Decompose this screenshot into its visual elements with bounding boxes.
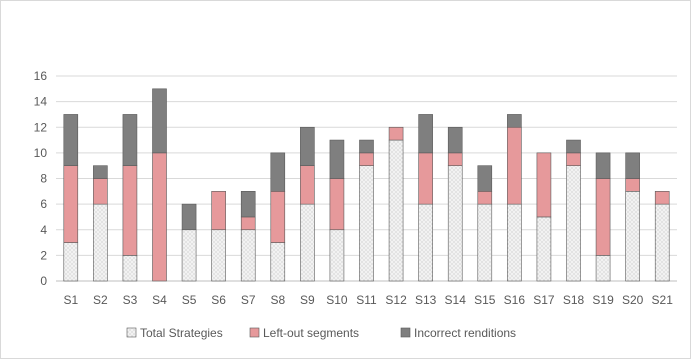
x-tick-label: S12 [385,293,407,307]
bar-segment-incorrect-renditions [625,152,640,179]
legend-label: Incorrect renditions [414,326,516,340]
bar-segment-left-out-segments [359,152,374,166]
bar-segment-incorrect-renditions [418,114,433,154]
bar-segment-incorrect-renditions [93,165,108,179]
bar-segment-total-strategies [566,165,581,282]
bar-segment-left-out-segments [270,191,286,243]
x-tick-label: S3 [123,293,138,307]
bar-segment-total-strategies [477,203,493,282]
x-tick-label: S5 [182,293,197,307]
x-tick-label: S1 [63,293,78,307]
bar-segment-total-strategies [93,203,108,282]
legend-label: Total Strategies [140,326,223,340]
bar-segment-left-out-segments [152,152,167,282]
bar-segment-left-out-segments [300,165,315,205]
bar-segment-left-out-segments [93,178,108,205]
x-tick-label: S7 [241,293,256,307]
x-tick-label: S11 [356,293,377,307]
bar-segment-total-strategies [122,255,138,282]
y-tick-label: 2 [40,248,47,262]
legend-swatch [249,327,260,338]
bar-segment-incorrect-renditions [507,114,522,128]
bar-segment-total-strategies [300,203,315,282]
y-tick-label: 12 [34,120,48,134]
bar-segment-left-out-segments [536,152,552,218]
x-tick-label: S21 [652,293,674,307]
bar-segment-incorrect-renditions [566,139,581,154]
bar-segment-total-strategies [447,165,463,282]
bar-segment-total-strategies [536,216,552,282]
x-tick-label: S20 [622,293,644,307]
bar-segment-incorrect-renditions [63,114,79,166]
x-tick-label: S9 [300,293,315,307]
bar-segment-left-out-segments [566,152,581,166]
x-tick-label: S15 [474,293,496,307]
bar-segment-total-strategies [270,242,286,282]
x-tick-label: S19 [592,293,614,307]
bar-segment-total-strategies [181,229,197,282]
x-tick-label: S2 [93,293,108,307]
bar-segment-incorrect-renditions [300,126,315,166]
bar-segment-left-out-segments [388,126,404,141]
bar-segment-incorrect-renditions [359,139,374,154]
bar-segment-incorrect-renditions [595,152,611,179]
bar-segment-incorrect-renditions [181,203,197,231]
legend-swatch [400,327,411,338]
bar-segment-left-out-segments [447,152,463,166]
bar-segment-incorrect-renditions [152,88,167,154]
x-axis-ticks: S1 S2 S3 S4 S5 S6 S7 S8 S9 S10 S11 S12 S13 S14 S15 S16 S… [63,293,673,307]
bar-segment-left-out-segments [122,165,138,256]
legend: Total Strategies Left-out segments Incorre… [126,326,516,340]
bar-segment-total-strategies [654,203,670,282]
bars [63,88,670,282]
y-tick-label: 0 [40,274,47,288]
x-tick-label: S8 [270,293,285,307]
legend-label: Left-out segments [263,326,359,340]
bar-segment-incorrect-renditions [270,152,286,192]
x-tick-label: S13 [415,293,437,307]
legend-swatch [126,327,137,338]
y-tick-label: 8 [40,172,47,186]
y-tick-label: 4 [40,223,47,237]
y-axis-ticks: 0 2 4 6 8 10 12 14 16 [34,69,48,288]
bar-segment-total-strategies [240,229,256,282]
bar-segment-total-strategies [625,191,640,282]
x-tick-label: S14 [445,293,467,307]
bar-segment-total-strategies [63,242,79,282]
bar-segment-incorrect-renditions [122,114,138,166]
bar-segment-left-out-segments [211,191,226,231]
bar-segment-left-out-segments [477,191,493,205]
bar-segment-left-out-segments [329,178,345,231]
bar-segment-total-strategies [329,229,345,282]
bar-segment-total-strategies [211,229,226,282]
x-tick-label: S10 [326,293,348,307]
x-tick-label: S17 [533,293,555,307]
y-tick-label: 6 [40,197,47,211]
bar-segment-left-out-segments [507,126,522,205]
bar-segment-total-strategies [507,203,522,282]
bar-segment-total-strategies [418,203,433,282]
x-tick-label: S16 [504,293,526,307]
bar-segment-incorrect-renditions [477,165,493,192]
bar-segment-total-strategies [595,255,611,282]
x-tick-label: S18 [563,293,585,307]
y-tick-label: 10 [34,146,48,160]
y-tick-label: 16 [34,69,48,83]
bar-segment-total-strategies [388,139,404,282]
bar-segment-incorrect-renditions [329,139,345,179]
bar-segment-incorrect-renditions [447,126,463,154]
bar-segment-left-out-segments [63,165,79,243]
y-tick-label: 14 [34,95,48,109]
bar-segment-left-out-segments [418,152,433,205]
x-tick-label: S6 [211,293,226,307]
bar-segment-left-out-segments [595,178,611,256]
bar-segment-incorrect-renditions [240,191,256,218]
bar-segment-left-out-segments [625,178,640,192]
bar-segment-left-out-segments [240,216,256,231]
bar-segment-total-strategies [359,165,374,282]
bar-segment-left-out-segments [654,191,670,205]
x-tick-label: S4 [152,293,167,307]
